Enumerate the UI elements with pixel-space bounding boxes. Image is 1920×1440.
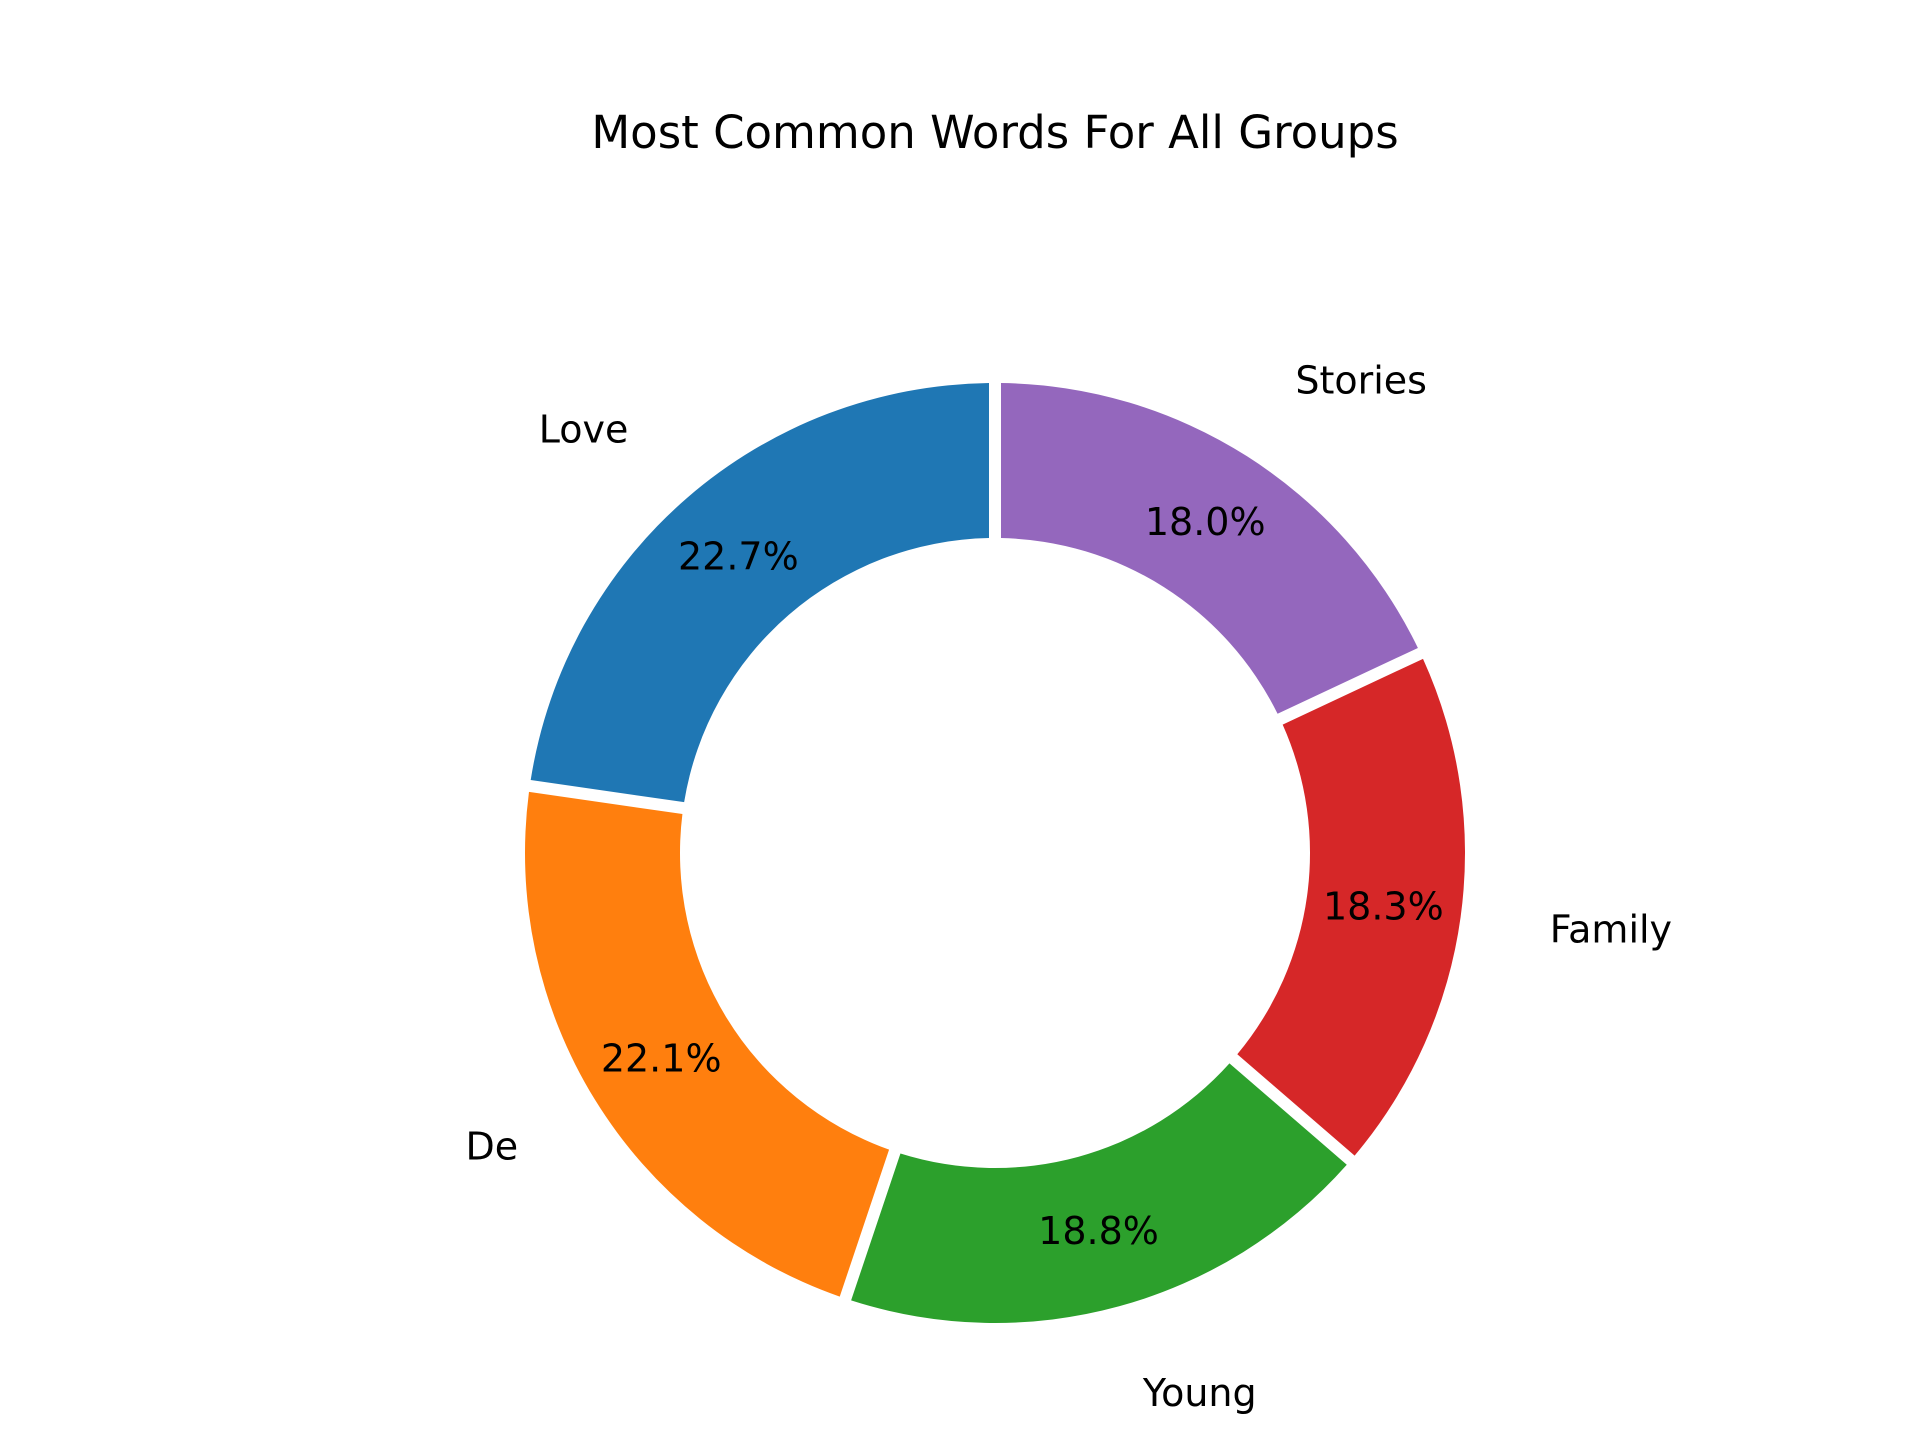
category-label-stories: Stories — [1295, 358, 1427, 402]
slice-young — [851, 1063, 1347, 1323]
category-label-love: Love — [539, 408, 629, 452]
labels-group: 22.7% Love 22.1% De 18.8% Young 18.3% Family 18.… — [466, 358, 1673, 1415]
slices-group — [525, 383, 1465, 1323]
percent-label-love: 22.7% — [678, 535, 799, 579]
percent-label-stories: 18.0% — [1145, 500, 1266, 544]
chart-title: Most Common Words For All Groups — [591, 106, 1398, 159]
percent-label-family: 18.3% — [1323, 884, 1444, 928]
percent-label-young: 18.8% — [1038, 1209, 1159, 1253]
slice-stories — [1000, 383, 1418, 714]
category-label-de: De — [466, 1125, 519, 1169]
slice-family — [1237, 658, 1465, 1156]
category-label-family: Family — [1550, 907, 1672, 951]
slice-de — [525, 791, 890, 1297]
percent-label-de: 22.1% — [601, 1037, 722, 1081]
slice-love — [530, 383, 990, 803]
category-label-young: Young — [1142, 1371, 1257, 1415]
